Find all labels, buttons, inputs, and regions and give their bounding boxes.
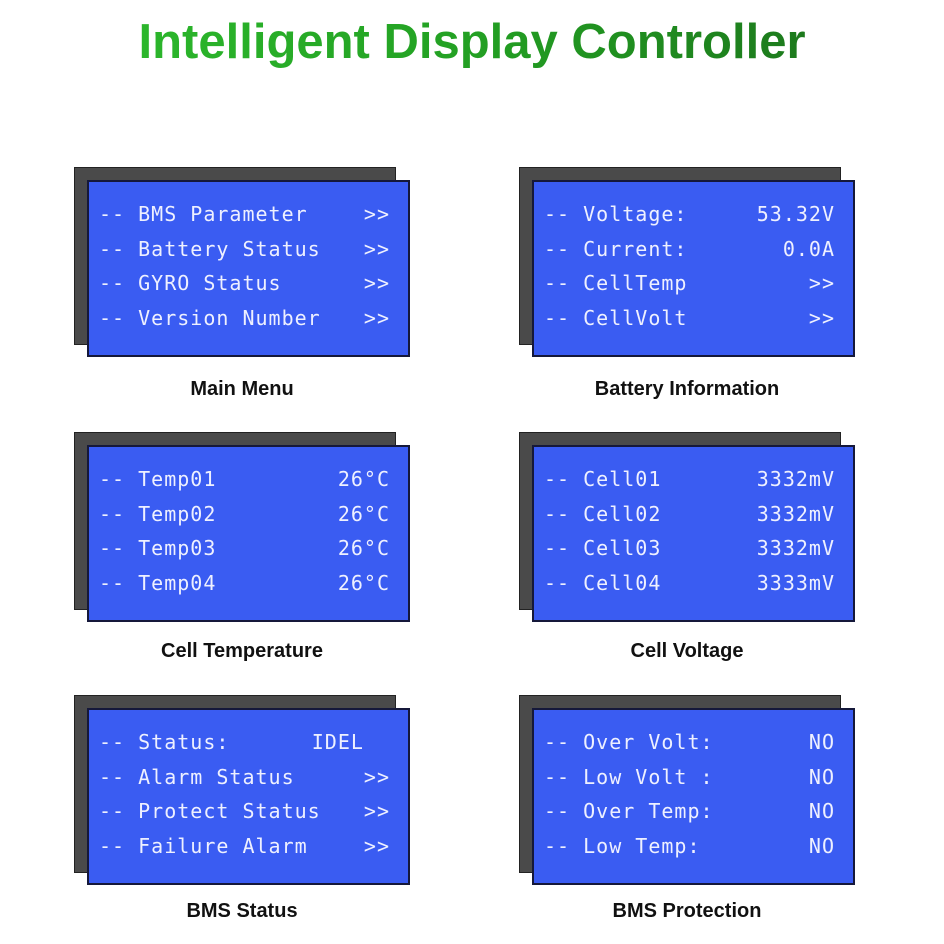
row-value: 26°C <box>337 501 390 526</box>
lcd-row: -- Status: IDEL <box>99 730 390 765</box>
lcd-row: -- Version Number >> <box>99 306 390 341</box>
lcd-row: -- CellVolt >> <box>544 306 835 341</box>
cell-voltage-display: -- Cell01 3332mV -- Cell02 3332mV -- Cell03 3… <box>519 432 855 622</box>
row-label: -- CellTemp <box>544 271 688 295</box>
row-value: >> <box>808 305 835 330</box>
row-label: -- GYRO Status <box>99 271 282 295</box>
row-label: -- Battery Status <box>99 236 321 261</box>
lcd-row: -- Temp03 26°C <box>99 536 390 571</box>
cell-temperature-display: -- Temp01 26°C -- Temp02 26°C -- Temp03 26°C -… <box>74 432 410 622</box>
row-value: >> <box>363 305 390 330</box>
row-value: 26°C <box>337 536 390 560</box>
page-title: Intelligent Display Controller <box>0 14 944 70</box>
lcd-row: -- Protect Status >> <box>99 799 390 834</box>
row-value: IDEL <box>311 730 390 754</box>
row-value: 0.0A <box>782 236 835 261</box>
lcd-screen: -- Status: IDEL -- Alarm Status >> -- Prote… <box>87 708 410 885</box>
row-value: 3332mV <box>756 501 835 526</box>
cell-voltage-caption: Cell Voltage <box>630 640 744 662</box>
cell-temperature-caption: Cell Temperature <box>161 640 323 662</box>
row-label: -- Temp04 <box>99 570 217 595</box>
lcd-row: -- Temp01 26°C <box>99 467 390 502</box>
row-value: 53.32V <box>756 202 835 226</box>
bms-status-caption: BMS Status <box>186 900 298 922</box>
row-value: 3332mV <box>756 467 835 491</box>
main-menu-display: -- BMS Parameter >> -- Battery Status >> -- … <box>74 167 410 357</box>
row-label: -- Temp03 <box>99 536 217 560</box>
lcd-screen: -- Temp01 26°C -- Temp02 26°C -- Temp03 26°C -… <box>87 445 410 622</box>
bms-protection-caption: BMS Protection <box>612 900 762 922</box>
row-label: -- Over Volt: <box>544 730 714 754</box>
lcd-row: -- Over Volt: NO <box>544 730 835 765</box>
lcd-row: -- BMS Parameter >> <box>99 202 390 237</box>
row-value: >> <box>363 271 390 295</box>
row-value: NO <box>808 730 835 754</box>
lcd-screen: -- Over Volt: NO -- Low Volt : NO -- Over Te… <box>532 708 855 885</box>
row-value: NO <box>808 833 835 858</box>
lcd-row: -- Low Volt : NO <box>544 765 835 800</box>
lcd-row: -- Temp02 26°C <box>99 502 390 537</box>
lcd-screen: -- Voltage: 53.32V -- Current: 0.0A -- CellT… <box>532 180 855 357</box>
row-label: -- Status: <box>99 730 230 754</box>
row-label: -- CellVolt <box>544 305 688 330</box>
row-value: NO <box>808 799 835 823</box>
lcd-row: -- CellTemp >> <box>544 271 835 306</box>
row-label: -- Over Temp: <box>544 799 714 823</box>
row-label: -- Failure Alarm <box>99 833 308 858</box>
row-label: -- Temp01 <box>99 467 217 491</box>
row-value: 26°C <box>337 467 390 491</box>
row-label: -- Cell04 <box>544 570 662 595</box>
row-label: -- Cell02 <box>544 501 662 526</box>
row-label: -- Temp02 <box>99 501 217 526</box>
lcd-screen: -- Cell01 3332mV -- Cell02 3332mV -- Cell03 3… <box>532 445 855 622</box>
lcd-screen: -- BMS Parameter >> -- Battery Status >> -- … <box>87 180 410 357</box>
row-value: >> <box>363 833 390 858</box>
row-label: -- Alarm Status <box>99 764 295 789</box>
bms-status-display: -- Status: IDEL -- Alarm Status >> -- Prote… <box>74 695 410 885</box>
row-value: NO <box>808 764 835 789</box>
row-value: >> <box>363 764 390 789</box>
row-value: >> <box>363 236 390 261</box>
lcd-row: -- GYRO Status >> <box>99 271 390 306</box>
lcd-row: -- Failure Alarm >> <box>99 834 390 869</box>
battery-information-caption: Battery Information <box>594 378 780 400</box>
row-label: -- Low Volt : <box>544 764 714 789</box>
lcd-row: -- Cell02 3332mV <box>544 502 835 537</box>
row-value: 26°C <box>337 570 390 595</box>
lcd-row: -- Cell04 3333mV <box>544 571 835 606</box>
row-value: >> <box>363 799 390 823</box>
row-value: 3333mV <box>756 570 835 595</box>
lcd-row: -- Over Temp: NO <box>544 799 835 834</box>
row-label: -- Low Temp: <box>544 833 701 858</box>
battery-information-display: -- Voltage: 53.32V -- Current: 0.0A -- CellT… <box>519 167 855 357</box>
main-menu-caption: Main Menu <box>190 378 294 400</box>
row-value: >> <box>363 202 390 226</box>
row-label: -- BMS Parameter <box>99 202 308 226</box>
bms-protection-display: -- Over Volt: NO -- Low Volt : NO -- Over Te… <box>519 695 855 885</box>
row-label: -- Cell01 <box>544 467 662 491</box>
row-label: -- Version Number <box>99 305 321 330</box>
lcd-row: -- Battery Status >> <box>99 237 390 272</box>
row-label: -- Voltage: <box>544 202 688 226</box>
row-label: -- Protect Status <box>99 799 321 823</box>
lcd-row: -- Voltage: 53.32V <box>544 202 835 237</box>
lcd-row: -- Cell03 3332mV <box>544 536 835 571</box>
row-label: -- Cell03 <box>544 536 662 560</box>
lcd-row: -- Alarm Status >> <box>99 765 390 800</box>
lcd-row: -- Temp04 26°C <box>99 571 390 606</box>
row-value: 3332mV <box>756 536 835 560</box>
row-label: -- Current: <box>544 236 688 261</box>
lcd-row: -- Current: 0.0A <box>544 237 835 272</box>
lcd-row: -- Low Temp: NO <box>544 834 835 869</box>
row-value: >> <box>808 271 835 295</box>
lcd-row: -- Cell01 3332mV <box>544 467 835 502</box>
